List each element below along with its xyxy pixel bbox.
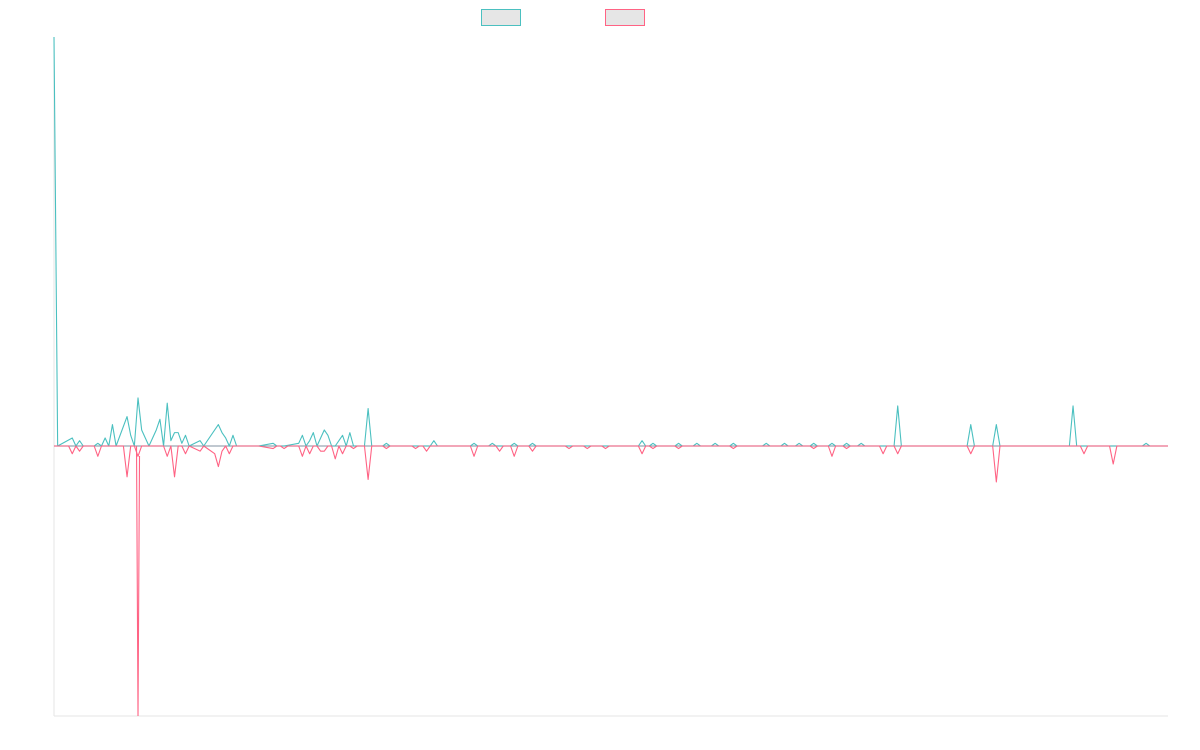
series-2-spike <box>135 445 141 717</box>
chart-legend[interactable] <box>481 9 645 26</box>
series-layer <box>53 36 1168 717</box>
legend-swatch-2[interactable] <box>605 9 645 26</box>
series-2-line <box>54 445 1168 483</box>
chart-axes <box>53 37 1168 717</box>
series-1-line <box>53 36 1168 447</box>
legend-swatch-1[interactable] <box>481 9 521 26</box>
